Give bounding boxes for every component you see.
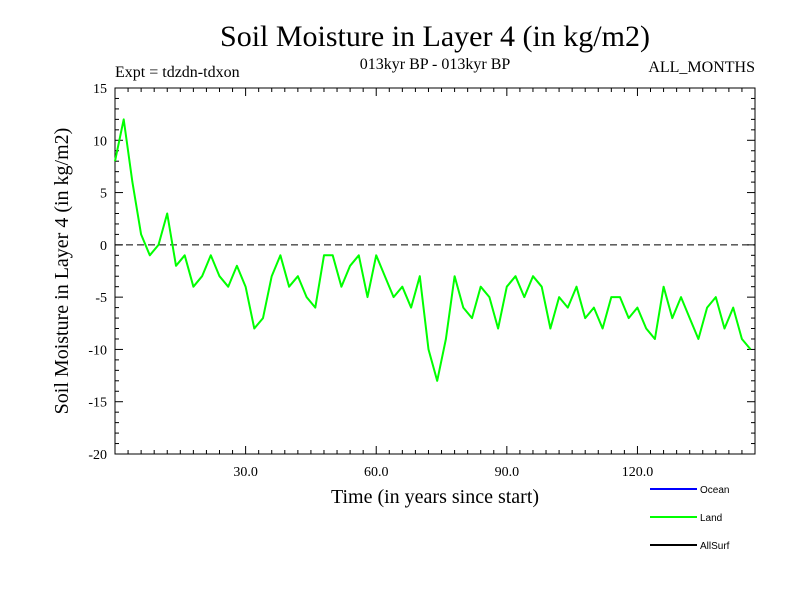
y-tick-label: 0 bbox=[100, 239, 107, 254]
y-axis: -20 -15 -10 -5 0 5 10 15 bbox=[88, 82, 755, 463]
y-tick-label: 10 bbox=[93, 134, 107, 149]
x-tick-label: 120.0 bbox=[622, 465, 654, 480]
y-tick-label: -5 bbox=[95, 291, 107, 306]
experiment-label: Expt = tdzdn-tdxon bbox=[115, 64, 240, 81]
chart-title: Soil Moisture in Layer 4 (in kg/m2) bbox=[220, 20, 650, 53]
x-tick-label: 30.0 bbox=[233, 465, 258, 480]
series-line-land bbox=[114, 118, 752, 382]
legend: Ocean Land AllSurf bbox=[650, 485, 730, 552]
x-tick-label: 90.0 bbox=[495, 465, 520, 480]
period-label: 013kyr BP - 013kyr BP bbox=[360, 56, 511, 73]
months-label: ALL_MONTHS bbox=[648, 59, 755, 76]
y-axis-label: Soil Moisture in Layer 4 (in kg/m2) bbox=[51, 128, 73, 415]
legend-label-allsurf: AllSurf bbox=[700, 541, 730, 552]
x-tick-label: 60.0 bbox=[364, 465, 389, 480]
y-tick-label: 5 bbox=[100, 187, 107, 202]
x-axis-label: Time (in years since start) bbox=[331, 486, 539, 508]
x-axis: 30.0 60.0 90.0 120.0 bbox=[127, 88, 743, 480]
y-tick-label: -15 bbox=[88, 396, 107, 411]
legend-label-land: Land bbox=[700, 513, 722, 524]
y-tick-label: 15 bbox=[93, 82, 107, 97]
y-tick-label: -20 bbox=[88, 448, 107, 463]
y-tick-label: -10 bbox=[88, 343, 107, 358]
legend-label-ocean: Ocean bbox=[700, 485, 729, 496]
plot-area bbox=[114, 87, 756, 455]
